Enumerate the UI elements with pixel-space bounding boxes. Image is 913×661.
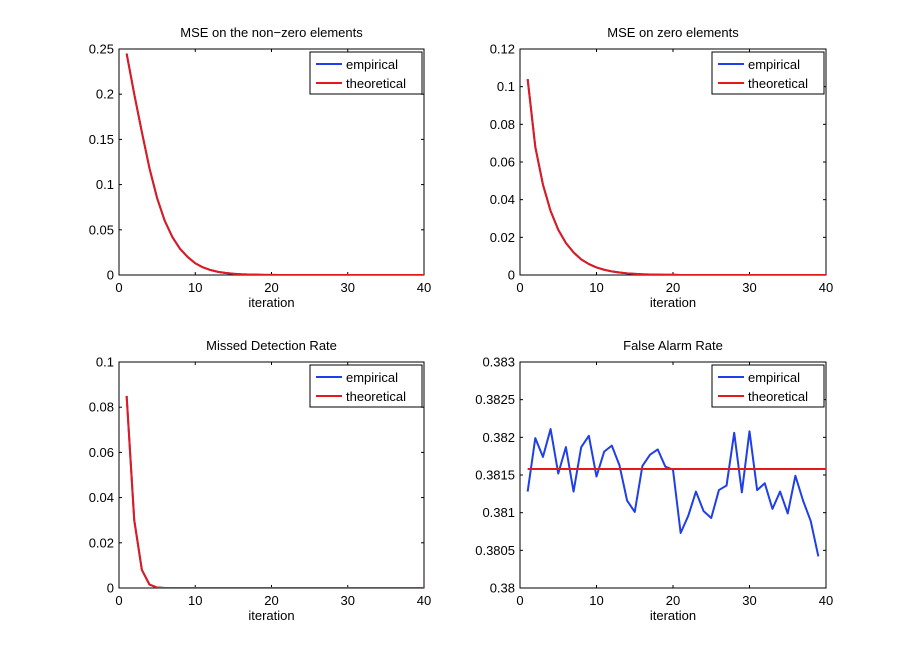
legend-box xyxy=(309,51,423,95)
legend: empirical theoretical xyxy=(711,364,825,408)
y-tick-label: 0.1 xyxy=(497,79,515,94)
y-tick-label: 0.382 xyxy=(482,430,515,445)
x-tick-label: 40 xyxy=(819,593,833,608)
chart-title: False Alarm Rate xyxy=(623,338,723,353)
y-tick-label: 0.25 xyxy=(89,42,114,57)
y-tick-label: 0.06 xyxy=(490,155,515,170)
legend: empirical theoretical xyxy=(309,51,423,95)
legend-label-empirical: empirical xyxy=(748,57,800,72)
x-axis-label: iteration xyxy=(650,608,696,623)
y-tick-label: 0.02 xyxy=(89,535,114,550)
x-tick-label: 10 xyxy=(188,280,202,295)
x-tick-label: 40 xyxy=(417,593,431,608)
x-axis-label: iteration xyxy=(248,295,294,310)
subplot-mse-zero: MSE on zero elements iteration 0 10 20 30 40… xyxy=(490,25,834,310)
y-tick-label: 0.05 xyxy=(89,222,114,237)
x-tick-label: 10 xyxy=(188,593,202,608)
subplot-mse-nonzero: MSE on the non−zero elements iteration 0… xyxy=(89,25,432,310)
y-tick-label: 0.2 xyxy=(96,87,114,102)
y-tick-label: 0.04 xyxy=(89,490,114,505)
chart-title: MSE on zero elements xyxy=(607,25,739,40)
y-tick-label: 0.04 xyxy=(490,192,515,207)
y-tick-label: 0 xyxy=(107,268,114,283)
y-tick-label: 0 xyxy=(508,268,515,283)
chart-title: Missed Detection Rate xyxy=(206,338,337,353)
x-tick-label: 40 xyxy=(417,280,431,295)
x-tick-label: 20 xyxy=(264,593,278,608)
y-tick-label: 0.08 xyxy=(89,400,114,415)
series-line-theoretical xyxy=(526,79,826,275)
y-tick-label: 0.383 xyxy=(482,355,515,370)
y-tick-label: 0.12 xyxy=(490,42,515,57)
x-tick-label: 40 xyxy=(819,280,833,295)
x-tick-label: 30 xyxy=(742,280,756,295)
legend-label-theoretical: theoretical xyxy=(346,389,406,404)
legend-box xyxy=(711,51,825,95)
x-tick-label: 30 xyxy=(742,593,756,608)
legend-label-theoretical: theoretical xyxy=(748,389,808,404)
y-tick-label: 0.15 xyxy=(89,132,114,147)
y-tick-label: 0.3805 xyxy=(475,543,515,558)
legend-label-theoretical: theoretical xyxy=(346,76,406,91)
y-tick-label: 0 xyxy=(107,581,114,596)
x-tick-label: 0 xyxy=(115,280,122,295)
x-axis-label: iteration xyxy=(248,608,294,623)
y-tick-label: 0.38 xyxy=(490,581,515,596)
x-axis-label: iteration xyxy=(650,295,696,310)
legend-label-empirical: empirical xyxy=(346,57,398,72)
legend: empirical theoretical xyxy=(309,364,423,408)
x-tick-label: 20 xyxy=(264,280,278,295)
x-tick-label: 20 xyxy=(666,593,680,608)
y-tick-label: 0.02 xyxy=(490,230,515,245)
y-tick-label: 0.381 xyxy=(482,505,515,520)
x-tick-label: 0 xyxy=(516,280,523,295)
subplot-missed-detection: Missed Detection Rate iteration 0 10 20 30 4… xyxy=(89,338,432,623)
legend-label-empirical: empirical xyxy=(748,370,800,385)
x-tick-label: 10 xyxy=(589,280,603,295)
y-tick-label: 0.3825 xyxy=(475,392,515,407)
legend-box xyxy=(711,364,825,408)
series-line-theoretical xyxy=(125,53,424,275)
x-tick-label: 30 xyxy=(341,593,355,608)
x-tick-label: 30 xyxy=(341,280,355,295)
y-tick-label: 0.3815 xyxy=(475,468,515,483)
y-tick-label: 0.08 xyxy=(490,117,515,132)
subplot-false-alarm: False Alarm Rate iteration 0 10 20 30 40 0.38… xyxy=(475,338,833,623)
x-tick-label: 10 xyxy=(589,593,603,608)
legend-label-theoretical: theoretical xyxy=(748,76,808,91)
y-tick-label: 0.06 xyxy=(89,445,114,460)
y-tick-label: 0.1 xyxy=(96,177,114,192)
chart-title: MSE on the non−zero elements xyxy=(180,25,363,40)
x-tick-label: 0 xyxy=(115,593,122,608)
y-tick-label: 0.1 xyxy=(96,355,114,370)
x-tick-label: 0 xyxy=(516,593,523,608)
x-tick-label: 20 xyxy=(666,280,680,295)
legend: empirical theoretical xyxy=(711,51,825,95)
legend-label-empirical: empirical xyxy=(346,370,398,385)
legend-box xyxy=(309,364,423,408)
